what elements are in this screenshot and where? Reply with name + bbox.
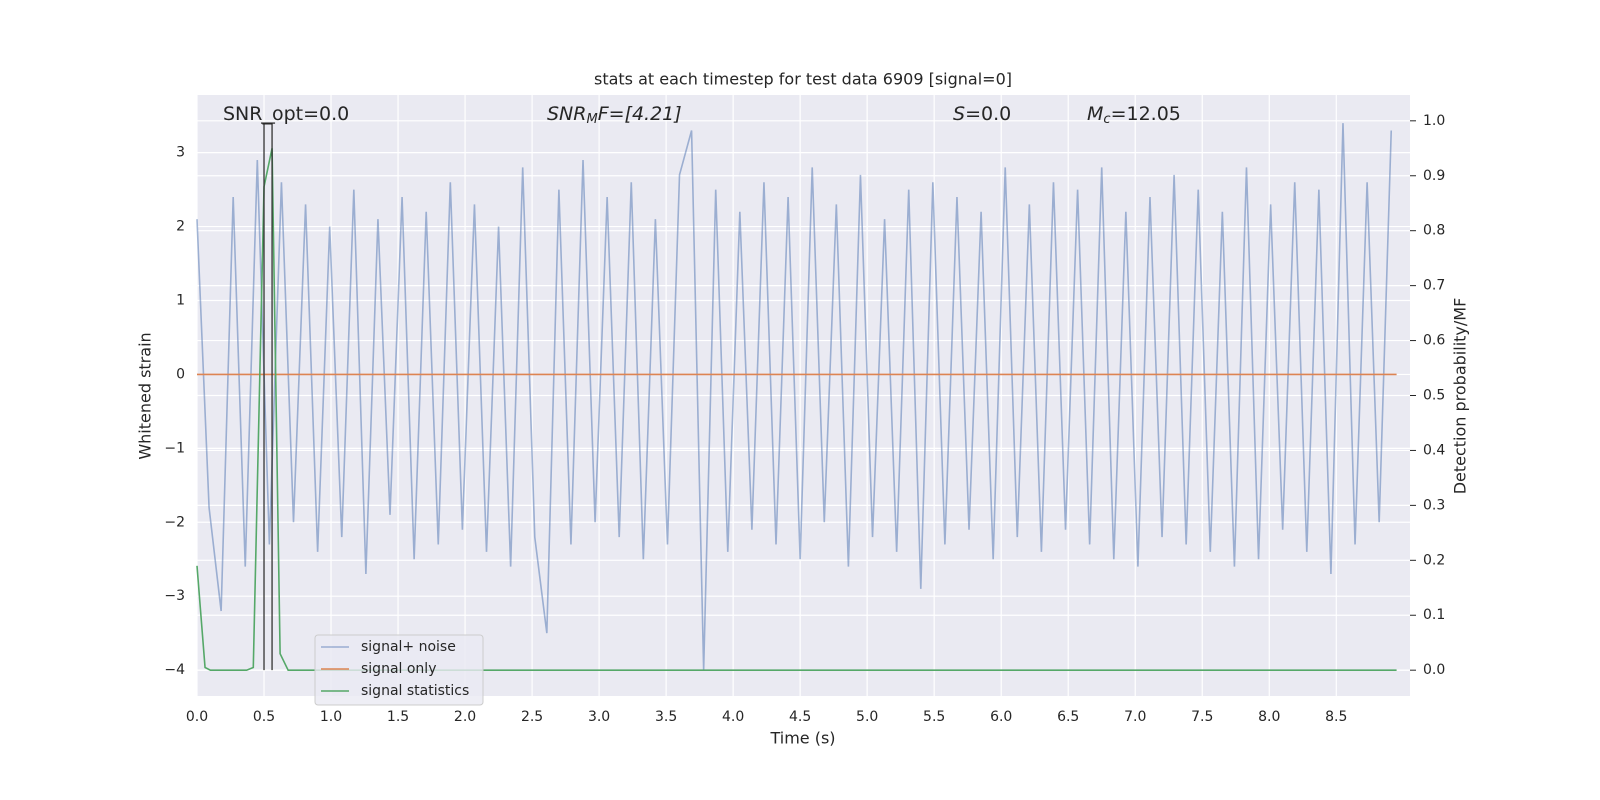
- x-axis-label: Time (s): [769, 729, 835, 748]
- x-tick-label: 0.0: [186, 709, 208, 725]
- x-tick-label: 1.0: [320, 709, 342, 725]
- x-tick-label: 5.5: [923, 709, 945, 725]
- x-tick-label: 1.5: [387, 709, 409, 725]
- y2-tick-label: 0.3: [1423, 497, 1445, 513]
- x-tick-label: 3.0: [588, 709, 610, 725]
- annotation-rest: F=[4.21]: [598, 103, 682, 125]
- annotation-sub: c: [1103, 112, 1110, 127]
- x-tick-label: 3.5: [655, 709, 677, 725]
- x-tick-label: 0.5: [253, 709, 275, 725]
- legend-label: signal only: [361, 661, 436, 677]
- chart-title: stats at each timestep for test data 690…: [594, 70, 1012, 89]
- y2-tick-label: 0.4: [1423, 442, 1445, 458]
- x-tick-label: 8.5: [1325, 709, 1347, 725]
- y2-tick-label: 0.2: [1423, 552, 1445, 568]
- y-tick-label: 2: [176, 219, 185, 235]
- legend-label: signal+ noise: [361, 639, 456, 655]
- x-tick-label: 6.0: [990, 709, 1012, 725]
- y-tick-label: 0: [176, 366, 185, 382]
- y2-tick-label: 0.5: [1423, 388, 1445, 404]
- y-tick-label: −1: [164, 440, 185, 456]
- y2-tick-label: 0.1: [1423, 607, 1445, 623]
- legend: signal+ noise signal only signal statistic…: [314, 634, 484, 706]
- series-line: [196, 123, 1393, 671]
- y-tick-label: −3: [164, 588, 185, 604]
- annotation-base: SNR: [547, 103, 586, 125]
- y2-tick-label: 0.8: [1423, 223, 1445, 239]
- y2-tick-label: 0.7: [1423, 278, 1445, 294]
- y-tick-label: 3: [176, 145, 185, 161]
- annotation-base: SNR_opt=0.0: [223, 103, 349, 125]
- annotation-base: M: [1087, 103, 1103, 125]
- x-tick-label: 7.5: [1191, 709, 1213, 725]
- y-tick-label: −2: [164, 514, 185, 530]
- annotation: Mc=12.05: [1087, 103, 1181, 127]
- x-tick-label: 2.5: [521, 709, 543, 725]
- y2-tick-label: 1.0: [1423, 113, 1445, 129]
- y-tick-label: −4: [164, 662, 185, 678]
- annotation-base: S: [953, 103, 965, 125]
- annotation-rest: =12.05: [1111, 103, 1181, 125]
- y2-tick-label: 0.6: [1423, 333, 1445, 349]
- x-tick-label: 8.0: [1258, 709, 1280, 725]
- annotation: SNRMF=[4.21]: [547, 103, 682, 127]
- legend-box: [314, 634, 484, 706]
- x-tick-label: 6.5: [1057, 709, 1079, 725]
- series-line: [196, 148, 1397, 671]
- x-tick-label: 4.0: [722, 709, 744, 725]
- legend-label: signal statistics: [361, 683, 469, 699]
- annotation: S=0.0: [953, 103, 1011, 125]
- x-tick-label: 2.0: [454, 709, 476, 725]
- y2-axis-label: Detection probability/MF: [1451, 298, 1470, 495]
- y2-tick-label: 0.9: [1423, 168, 1445, 184]
- marks: [196, 122, 1397, 671]
- x-tick-label: 5.0: [856, 709, 878, 725]
- x-tick-label: 4.5: [789, 709, 811, 725]
- y2-tick-label: 0.0: [1423, 662, 1445, 678]
- x-tick-label: 7.0: [1124, 709, 1146, 725]
- annotation: SNR_opt=0.0: [223, 103, 349, 125]
- annotation-sub: M: [586, 112, 597, 127]
- y-axis-label: Whitened strain: [136, 332, 155, 459]
- annotation-rest: =0.0: [965, 103, 1011, 125]
- y-tick-label: 1: [176, 293, 185, 309]
